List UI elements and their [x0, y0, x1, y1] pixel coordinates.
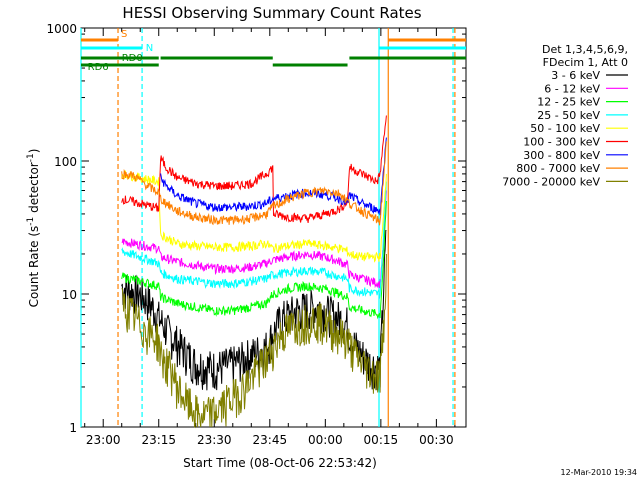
legend-header-line: FDecim 1, Att 0: [543, 56, 628, 69]
series-line: [121, 200, 387, 320]
series-line: [121, 170, 387, 263]
series-line: [121, 181, 387, 299]
x-tick-label: 23:00: [86, 433, 121, 447]
chart-title: HESSI Observing Summary Count Rates: [122, 4, 421, 22]
legend-header-line: Det 1,3,4,5,6,9,: [542, 43, 628, 56]
series-line: [121, 190, 387, 289]
x-tick-label: 23:45: [253, 433, 288, 447]
series-line: [121, 253, 387, 429]
legend-entry-label: 100 - 300 keV: [523, 136, 600, 149]
legend-entry-label: 3 - 6 keV: [551, 69, 600, 82]
x-axis-label: Start Time (08-Oct-06 22:53:42): [183, 456, 377, 470]
legend-entry-label: 12 - 25 keV: [537, 96, 600, 109]
legend-entry-label: 25 - 50 keV: [537, 109, 600, 122]
status-bar-label: N: [146, 43, 153, 54]
status-bar-label: RD6: [88, 62, 109, 73]
legend-entry-label: 6 - 12 keV: [544, 82, 600, 95]
y-tick-label: 1000: [46, 22, 77, 36]
x-tick-label: 00:30: [419, 433, 454, 447]
x-axis: 23:00 23:15 23:30 23:45 00:00 00:15 00:30: [84, 28, 456, 447]
legend-entry-label: 300 - 800 keV: [523, 149, 600, 162]
status-bar-label: RD0: [122, 53, 143, 64]
vertical-markers: [80, 28, 456, 427]
x-tick-label: 23:30: [197, 433, 232, 447]
legend-entry-label: 800 - 7000 keV: [516, 162, 600, 175]
y-tick-label: 100: [54, 155, 77, 169]
x-tick-label: 23:15: [141, 433, 176, 447]
y-tick-label: 1: [69, 421, 77, 435]
series-line: [121, 141, 387, 226]
x-tick-label: 00:15: [364, 433, 399, 447]
legend: Det 1,3,4,5,6,9, FDecim 1, Att 0 3 - 6 k…: [502, 43, 628, 188]
legend-entry-label: 7000 - 20000 keV: [502, 175, 600, 188]
series-line: [160, 137, 387, 216]
data-series: [121, 115, 387, 429]
y-axis-label: Count Rate (s-1 detector-1): [26, 149, 41, 308]
legend-entry-label: 50 - 100 keV: [530, 122, 600, 135]
x-tick-label: 00:00: [308, 433, 343, 447]
series-line: [121, 115, 387, 223]
timestamp: 12-Mar-2010 19:34: [561, 468, 638, 477]
status-bar-label: S: [121, 29, 127, 40]
y-tick-label: 10: [62, 288, 77, 302]
y-axis: 1 10 100 1000: [46, 22, 466, 435]
